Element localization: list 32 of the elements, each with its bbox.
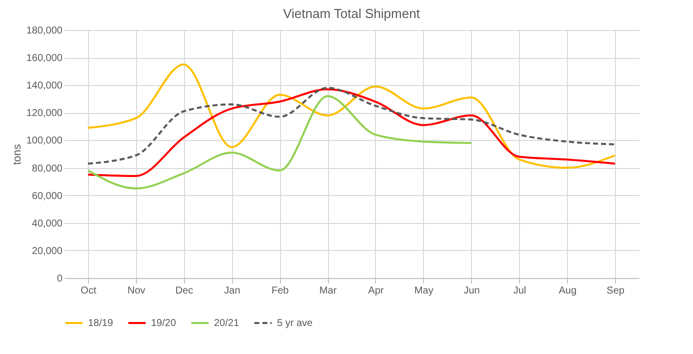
y-axis-title: tons — [11, 144, 24, 165]
y-tick-label: 20,000 — [32, 246, 63, 257]
y-tick-label: 100,000 — [26, 136, 63, 147]
x-tick-label: Nov — [127, 286, 146, 296]
y-tick-label: 180,000 — [26, 26, 63, 36]
line-series — [86, 86, 616, 165]
x-tick-label: Feb — [272, 286, 290, 296]
x-tick-label: Jun — [464, 286, 480, 296]
line-series — [86, 63, 616, 169]
x-tick-label: May — [414, 286, 434, 296]
y-tick-label: 60,000 — [32, 190, 63, 202]
line-series — [86, 95, 472, 190]
legend-label: 5 yr ave — [277, 318, 314, 329]
y-tick-label: 160,000 — [26, 53, 63, 64]
x-tick-label: Mar — [319, 286, 338, 296]
y-tick-label: 0 — [56, 274, 63, 284]
y-tick-label: 120,000 — [26, 108, 63, 120]
legend-label: 20/21 — [214, 318, 240, 329]
y-tick-label: 80,000 — [32, 163, 63, 174]
y-tick-label: 40,000 — [32, 218, 63, 230]
legend-label: 18/19 — [88, 318, 114, 329]
y-tick-label: 140,000 — [26, 80, 63, 92]
chart-title: Vietnam Total Shipment — [283, 6, 420, 21]
x-tick-label: Apr — [368, 286, 384, 296]
x-tick-label: Jan — [224, 286, 240, 296]
x-tick-label: Aug — [558, 286, 577, 296]
x-tick-label: Jul — [513, 286, 526, 296]
x-tick-label: Sep — [606, 286, 625, 296]
x-tick-label: Oct — [80, 286, 96, 296]
line-series — [86, 88, 616, 178]
legend-label: 19/20 — [151, 318, 176, 329]
x-tick-label: Dec — [175, 286, 194, 296]
